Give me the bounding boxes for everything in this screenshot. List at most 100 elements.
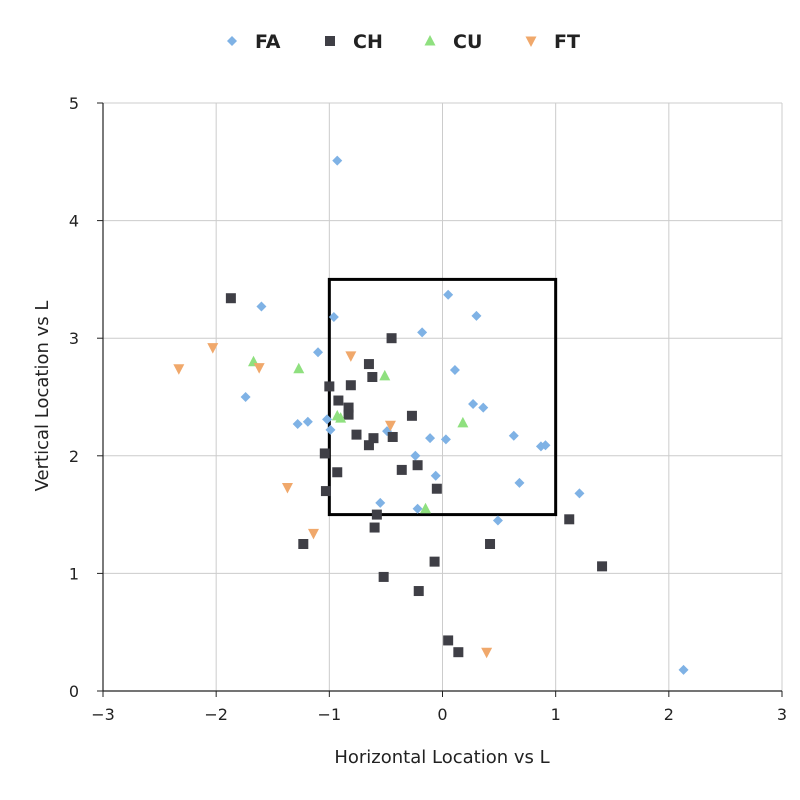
- point-ch: [369, 522, 380, 533]
- point-fa: [240, 392, 251, 402]
- axes: [97, 102, 783, 697]
- x-axis-title: Horizontal Location vs L: [334, 747, 549, 768]
- point-fa: [375, 497, 386, 508]
- point-ch: [319, 448, 330, 459]
- point-fa: [468, 399, 479, 410]
- point-ch: [371, 509, 382, 520]
- point-ch: [406, 410, 417, 421]
- point-fa: [471, 310, 482, 321]
- point-ft: [281, 483, 293, 494]
- point-fa: [328, 312, 339, 323]
- legend-marker-fa: [227, 36, 237, 46]
- point-fa: [540, 440, 551, 451]
- point-ch: [443, 635, 454, 646]
- y-tick-label: 5: [69, 94, 79, 113]
- point-ch: [363, 440, 374, 451]
- point-ch: [368, 433, 379, 444]
- point-ch: [345, 380, 356, 391]
- point-ch: [351, 429, 362, 440]
- legend: FA CH CU FT: [227, 31, 580, 53]
- point-ch: [597, 561, 608, 572]
- y-axis-title: Vertical Location vs L: [32, 301, 53, 492]
- legend-label-cu: CU: [453, 31, 482, 53]
- x-tick-label: −3: [91, 705, 115, 724]
- point-fa: [425, 433, 436, 444]
- point-ch: [298, 539, 309, 549]
- point-ch: [363, 359, 374, 370]
- point-ch: [343, 409, 354, 420]
- point-cu: [420, 502, 432, 514]
- x-tick-label: 1: [551, 705, 561, 724]
- point-fa: [322, 414, 333, 425]
- point-fa: [332, 155, 343, 166]
- point-ch: [386, 333, 397, 344]
- point-ch: [324, 381, 335, 392]
- point-ch: [485, 539, 496, 549]
- point-ch: [333, 395, 344, 406]
- grid-lines: [103, 102, 783, 691]
- tick-labels: −3 −2 −1 0 1 2 3 0 1 2 3 4 5: [69, 94, 787, 724]
- point-fa: [256, 301, 267, 312]
- y-tick-label: 1: [69, 564, 79, 583]
- point-ch: [564, 514, 575, 525]
- legend-item-fa: FA: [227, 31, 281, 53]
- point-ch: [396, 464, 407, 475]
- point-ft: [173, 364, 185, 375]
- x-tick-label: 3: [777, 705, 787, 724]
- x-tick-label: 2: [664, 705, 674, 724]
- point-fa: [478, 402, 489, 413]
- y-tick-label: 4: [69, 212, 79, 231]
- legend-marker-ft: [525, 36, 537, 47]
- legend-label-ft: FT: [554, 31, 580, 53]
- legend-item-ch: CH: [325, 31, 383, 53]
- point-ch: [367, 372, 378, 383]
- point-cu: [335, 412, 347, 423]
- point-fa: [449, 364, 460, 375]
- point-ch: [225, 293, 236, 304]
- strike-zone-box: [327, 277, 558, 517]
- point-ch: [343, 402, 354, 413]
- legend-label-fa: FA: [255, 31, 281, 53]
- point-ch: [431, 483, 442, 494]
- point-fa: [292, 419, 303, 430]
- point-ch: [378, 571, 389, 582]
- y-tick-label: 2: [69, 447, 79, 466]
- point-fa: [417, 327, 428, 338]
- data-points: [173, 155, 689, 675]
- point-ft: [481, 647, 493, 659]
- point-fa: [412, 503, 423, 514]
- point-fa: [410, 450, 421, 461]
- legend-item-ft: FT: [525, 31, 580, 53]
- point-fa: [430, 470, 441, 481]
- legend-marker-ch: [325, 36, 335, 46]
- point-fa: [313, 347, 324, 358]
- point-ch: [413, 586, 424, 597]
- point-ft: [307, 528, 319, 540]
- point-fa: [514, 477, 525, 488]
- strike-zone: [327, 277, 558, 517]
- point-fa: [508, 430, 519, 441]
- point-ft: [253, 363, 265, 374]
- point-ft: [345, 351, 357, 362]
- point-ch: [429, 556, 440, 567]
- point-ch: [387, 431, 398, 442]
- point-fa: [574, 488, 585, 499]
- x-tick-label: −2: [204, 705, 228, 724]
- x-tick-label: 0: [437, 705, 447, 724]
- point-ch: [320, 486, 331, 497]
- point-fa: [443, 289, 454, 300]
- point-cu: [379, 369, 391, 381]
- point-fa: [302, 416, 313, 427]
- legend-label-ch: CH: [353, 31, 383, 53]
- y-tick-label: 3: [69, 329, 79, 348]
- point-cu: [457, 416, 469, 428]
- point-fa: [678, 664, 689, 675]
- point-fa: [325, 424, 336, 435]
- legend-marker-cu: [424, 35, 436, 46]
- y-tick-label: 0: [69, 682, 79, 701]
- point-fa: [492, 515, 503, 526]
- point-ch: [332, 467, 343, 478]
- point-ft: [384, 420, 396, 432]
- legend-item-cu: CU: [424, 31, 482, 53]
